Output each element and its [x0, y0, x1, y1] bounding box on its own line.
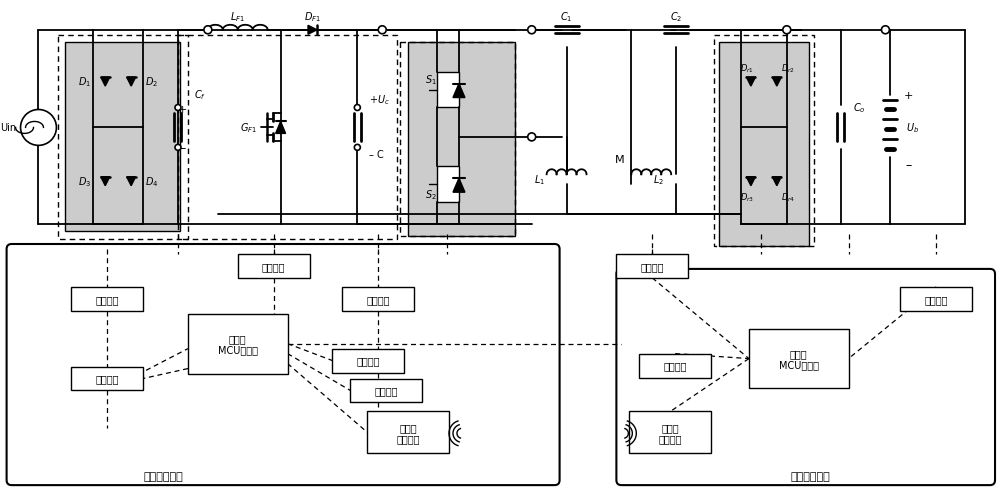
- Polygon shape: [101, 177, 110, 186]
- Bar: [616, 254, 688, 278]
- Text: $D_2$: $D_2$: [145, 76, 158, 89]
- Text: $S_1$: $S_1$: [425, 74, 437, 87]
- Text: 电压采样: 电压采样: [95, 294, 119, 304]
- Polygon shape: [127, 177, 136, 186]
- Text: M: M: [615, 155, 624, 165]
- Text: – C: – C: [369, 150, 384, 160]
- Bar: [65, 42, 180, 232]
- Circle shape: [881, 27, 889, 35]
- Text: 通讯基站: 通讯基站: [396, 433, 420, 444]
- Text: 电流采样: 电流采样: [641, 262, 664, 271]
- Circle shape: [783, 27, 791, 35]
- Bar: [639, 354, 711, 378]
- Text: +: +: [178, 105, 188, 115]
- Text: 温度监控: 温度监控: [663, 361, 687, 371]
- Text: 温度监控: 温度监控: [357, 356, 380, 366]
- Text: Uin: Uin: [0, 123, 17, 133]
- Bar: [188, 314, 288, 374]
- Text: –: –: [180, 142, 186, 155]
- Bar: [437, 167, 459, 203]
- Bar: [332, 349, 404, 373]
- Bar: [367, 411, 449, 453]
- Bar: [238, 254, 310, 278]
- Text: $L_1$: $L_1$: [534, 173, 545, 187]
- Polygon shape: [101, 78, 110, 87]
- Text: $L_2$: $L_2$: [653, 173, 664, 187]
- Text: $U_b$: $U_b$: [906, 122, 919, 135]
- Text: $C_f$: $C_f$: [194, 88, 206, 102]
- Text: 温度监控: 温度监控: [95, 374, 119, 384]
- Polygon shape: [308, 26, 317, 35]
- Bar: [629, 411, 711, 453]
- Text: 接收端: 接收端: [790, 349, 808, 359]
- Text: $D_3$: $D_3$: [78, 175, 91, 189]
- Circle shape: [528, 27, 536, 35]
- Text: MCU处理器: MCU处理器: [218, 345, 258, 355]
- Circle shape: [175, 145, 181, 151]
- Text: 发射端: 发射端: [399, 423, 417, 432]
- Text: $G_{F1}$: $G_{F1}$: [240, 122, 257, 135]
- Text: $D_{r1}$: $D_{r1}$: [740, 62, 754, 75]
- Text: 接收端控制器: 接收端控制器: [791, 471, 831, 481]
- Text: +$U_c$: +$U_c$: [369, 93, 390, 107]
- Bar: [342, 287, 414, 311]
- Text: –: –: [905, 159, 911, 171]
- Circle shape: [354, 105, 360, 111]
- Polygon shape: [276, 122, 286, 134]
- Text: MCU处理器: MCU处理器: [779, 360, 819, 370]
- Polygon shape: [453, 179, 465, 193]
- Circle shape: [378, 27, 386, 35]
- Bar: [350, 379, 422, 403]
- Bar: [437, 73, 459, 108]
- Bar: [714, 36, 814, 246]
- Circle shape: [204, 27, 212, 35]
- Bar: [71, 287, 143, 311]
- Polygon shape: [746, 177, 755, 186]
- Text: 发射端: 发射端: [229, 334, 247, 344]
- Text: $D_{r3}$: $D_{r3}$: [740, 191, 754, 204]
- Bar: [400, 42, 515, 237]
- Text: $C_1$: $C_1$: [560, 10, 573, 24]
- Polygon shape: [772, 177, 781, 186]
- Text: $S_2$: $S_2$: [425, 188, 437, 202]
- Bar: [719, 42, 809, 246]
- Text: $L_{F1}$: $L_{F1}$: [230, 10, 245, 24]
- Bar: [58, 36, 188, 240]
- Text: $D_{F1}$: $D_{F1}$: [304, 10, 321, 24]
- Text: 接收端: 接收端: [661, 423, 679, 432]
- Polygon shape: [746, 78, 755, 87]
- Circle shape: [354, 145, 360, 151]
- Text: $D_{r4}$: $D_{r4}$: [781, 191, 795, 204]
- Bar: [408, 42, 515, 237]
- Text: 电压采样: 电压采样: [367, 294, 390, 304]
- Text: $D_1$: $D_1$: [78, 76, 91, 89]
- Text: +: +: [904, 90, 913, 101]
- Circle shape: [528, 134, 536, 142]
- FancyBboxPatch shape: [7, 244, 560, 485]
- Text: 通讯模块: 通讯模块: [658, 433, 682, 444]
- Text: $C_2$: $C_2$: [670, 10, 682, 24]
- Bar: [178, 36, 397, 240]
- Text: $D_4$: $D_4$: [145, 175, 159, 189]
- Text: 电流采样: 电流采样: [262, 262, 285, 271]
- Text: $C_o$: $C_o$: [853, 102, 865, 115]
- Polygon shape: [453, 84, 465, 98]
- Text: 电压采样: 电压采样: [924, 294, 948, 304]
- Circle shape: [175, 105, 181, 111]
- Polygon shape: [772, 78, 781, 87]
- Bar: [749, 329, 849, 388]
- Bar: [900, 287, 972, 311]
- Polygon shape: [127, 78, 136, 87]
- Text: $D_{r2}$: $D_{r2}$: [781, 62, 795, 75]
- Text: 发射端控制器: 发射端控制器: [143, 471, 183, 481]
- FancyBboxPatch shape: [616, 269, 995, 485]
- Bar: [71, 367, 143, 391]
- Circle shape: [21, 110, 56, 146]
- Text: 驱动电路: 驱动电路: [374, 386, 398, 396]
